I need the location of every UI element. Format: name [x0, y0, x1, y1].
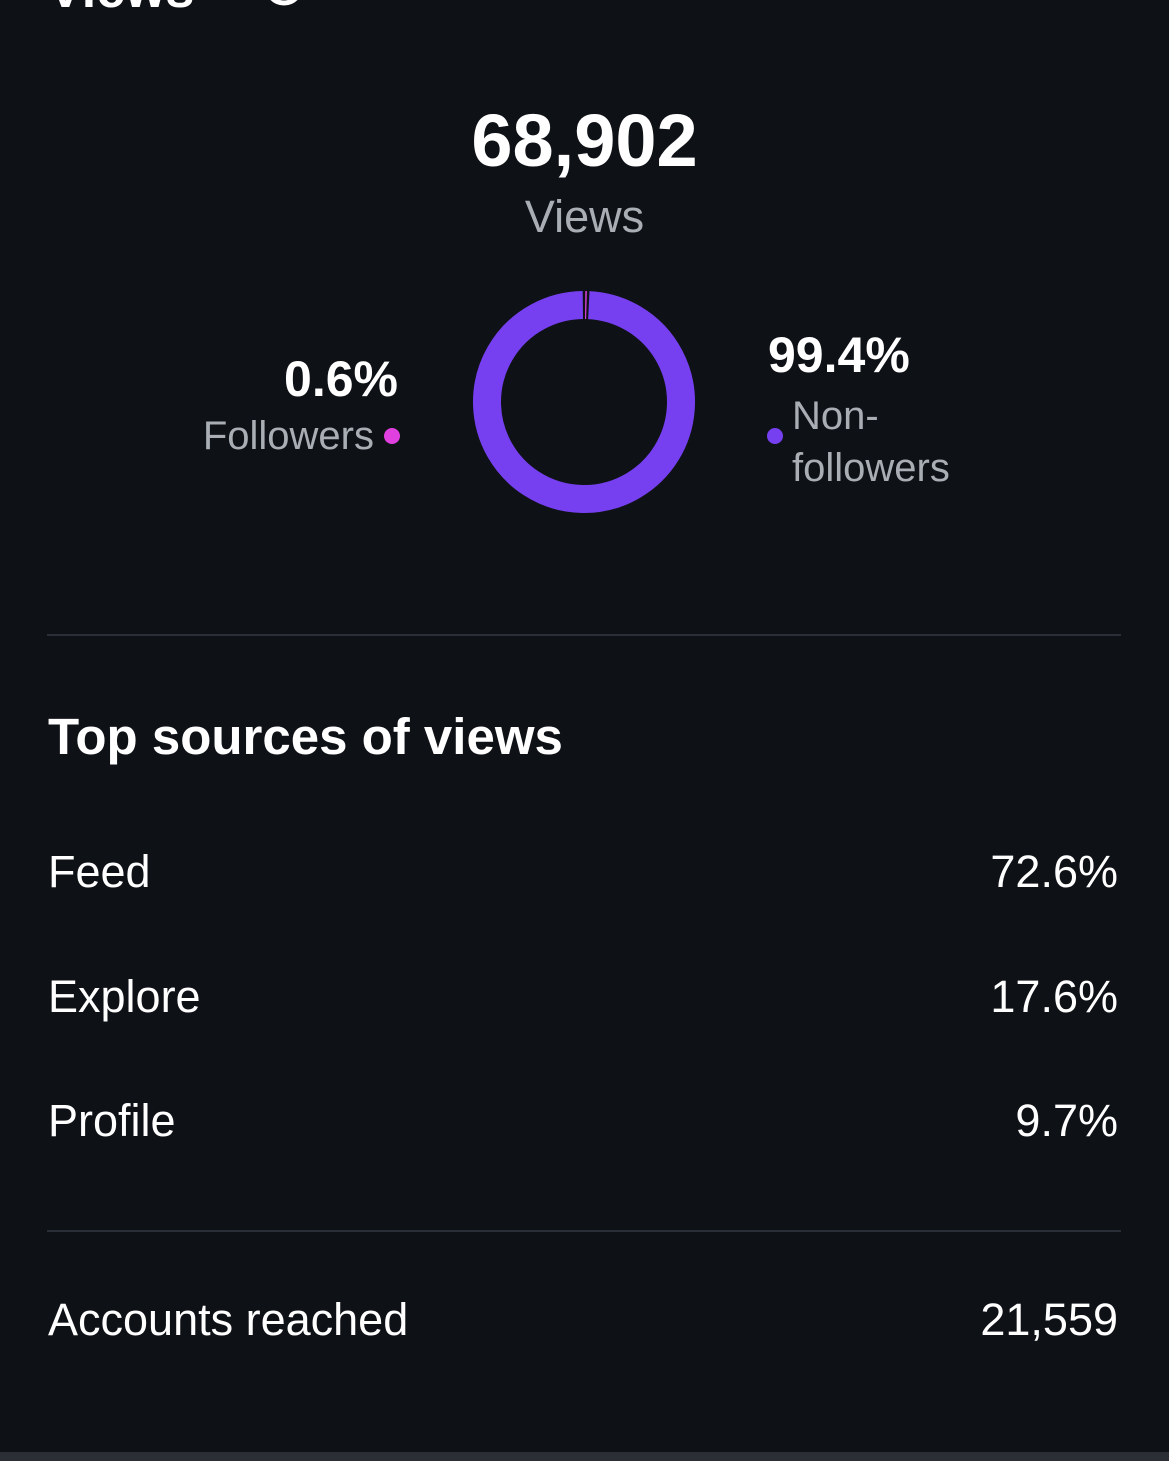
followers-label: Followers [202, 414, 374, 458]
views-label: Views [524, 191, 645, 242]
source-value: 9.7% [1015, 1095, 1118, 1146]
reach-row: Accounts reached 21,559 [48, 1297, 1118, 1342]
source-row: Feed 72.6% [48, 849, 1118, 894]
donut-segment [473, 291, 695, 513]
divider [47, 634, 1121, 636]
source-name: Profile [48, 1095, 176, 1146]
source-name: Feed [48, 846, 151, 897]
source-name: Explore [48, 970, 201, 1022]
legend-dot [767, 428, 783, 444]
bottom-bar [0, 1452, 1169, 1461]
info-icon[interactable] [262, 0, 306, 8]
nonfollowers-percent: 99.4% [768, 327, 910, 383]
divider [47, 1230, 1121, 1232]
reach-label: Accounts reached [48, 1294, 409, 1345]
nonfollowers-label: Non-followers [792, 394, 950, 490]
reach-value: 21,559 [980, 1294, 1118, 1345]
legend-dot [384, 428, 400, 444]
donut-chart [473, 291, 695, 513]
page-title: Views [48, 0, 194, 16]
followers-percent: 0.6% [284, 351, 398, 407]
section-title: Top sources of views [48, 708, 563, 765]
source-value: 72.6% [990, 846, 1118, 897]
views-total: 68,902 [471, 99, 698, 182]
source-value: 17.6% [990, 970, 1118, 1022]
source-row: Explore 17.6% [48, 974, 1118, 1019]
source-row: Profile 9.7% [48, 1098, 1118, 1143]
